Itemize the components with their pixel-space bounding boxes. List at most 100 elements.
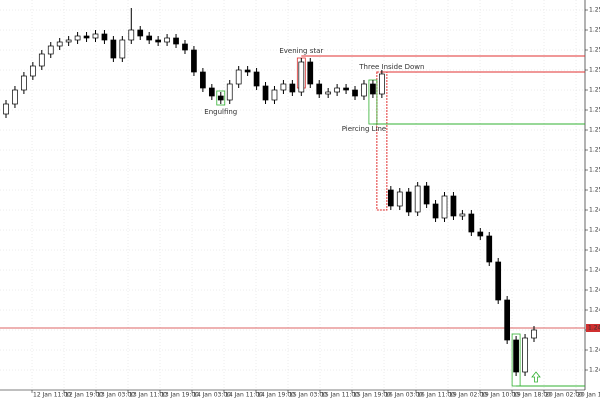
- candle-body: [235, 69, 242, 85]
- candle-body: [21, 75, 27, 91]
- candle-body: [477, 231, 484, 237]
- candle-body: [101, 33, 108, 41]
- y-tick-label: 1.2525: [589, 147, 600, 154]
- y-tick-label: 1.2445: [589, 307, 600, 314]
- candle-body: [370, 83, 376, 95]
- y-tick-label: 1.2545: [589, 107, 600, 114]
- pattern-box: [216, 90, 226, 106]
- candle-body: [379, 73, 385, 95]
- candle-body: [12, 89, 18, 105]
- y-tick-label: 1.2535: [589, 127, 600, 134]
- candle-body: [56, 41, 63, 47]
- x-tick-label: 13 Jan 19:00: [161, 392, 199, 399]
- candle-body: [325, 91, 332, 95]
- x-tick-label: 12 Jan 11:00: [33, 392, 71, 399]
- x-tick-label: 16 Jan 11:00: [417, 392, 455, 399]
- candle-body: [522, 337, 528, 373]
- x-tick-label: 14 Jan 19:00: [257, 392, 295, 399]
- y-tick-label: 1.2595: [589, 7, 600, 14]
- x-tick-label: 20 Jan 10:00: [577, 392, 600, 399]
- y-tick-label: 1.2515: [589, 167, 600, 174]
- candle-body: [343, 87, 349, 91]
- candle-body: [253, 71, 260, 87]
- pattern-label: Three Inside Down: [358, 63, 424, 71]
- candle-body: [531, 329, 537, 339]
- candle-body: [414, 185, 421, 213]
- candle-body: [396, 191, 403, 207]
- candle-body: [423, 185, 430, 205]
- candle-body: [74, 35, 81, 41]
- candle-body: [441, 195, 448, 219]
- candle-body: [92, 33, 99, 39]
- x-tick-label: 19 Jan 18:00: [513, 392, 551, 399]
- candle-body: [280, 83, 287, 91]
- y-tick-label: 1.2415: [589, 367, 600, 374]
- candle-body: [450, 195, 457, 217]
- x-tick-label: 19 Jan 10:00: [481, 392, 519, 399]
- candle-body: [405, 191, 412, 213]
- x-tick-label: 14 Jan 03:00: [193, 392, 231, 399]
- candle-body: [200, 71, 206, 89]
- x-tick-label: 12 Jan 19:00: [65, 392, 103, 399]
- candle-body: [217, 95, 224, 101]
- candle-body: [387, 189, 394, 207]
- y-tick-label: 1.2505: [589, 187, 600, 194]
- candle-body: [361, 83, 367, 97]
- y-tick-label: 1.2565: [589, 67, 600, 74]
- y-tick-label: 1.2455: [589, 287, 600, 294]
- pattern-label: Evening star: [279, 47, 323, 55]
- y-tick-label: 1.2475: [589, 247, 600, 254]
- pattern-label: Engulfing: [204, 108, 237, 116]
- y-tick-label: 1.2495: [589, 207, 600, 214]
- y-tick-label: 1.2575: [589, 47, 600, 54]
- candle-body: [495, 261, 502, 301]
- candle-body: [208, 87, 215, 97]
- y-tick-label: 1.2425: [589, 347, 600, 354]
- price-tag: [586, 324, 600, 332]
- x-tick-label: 15 Jan 19:00: [353, 392, 391, 399]
- candle-body: [119, 39, 126, 59]
- up-arrow: [531, 371, 541, 383]
- candle-body: [173, 37, 179, 45]
- candle-body: [128, 29, 135, 41]
- candle-body: [3, 103, 9, 115]
- candle-body: [155, 39, 161, 43]
- y-tick-label: 1.2485: [589, 227, 600, 234]
- candle-body: [29, 65, 36, 77]
- x-tick-label: 14 Jan 11:00: [225, 392, 263, 399]
- candle-body: [137, 29, 144, 37]
- candle-body: [307, 61, 314, 85]
- candle-body: [191, 49, 197, 73]
- x-tick-label: 15 Jan 03:00: [289, 392, 327, 399]
- candle-body: [47, 45, 54, 55]
- y-tick-label: 1.2555: [589, 87, 600, 94]
- x-tick-label: 13 Jan 11:00: [129, 392, 167, 399]
- y-tick-label: 1.2585: [589, 27, 600, 34]
- candle-body: [334, 87, 340, 93]
- pattern-label: Piercing Line: [342, 125, 387, 133]
- candle-body: [182, 43, 188, 51]
- candle-body: [513, 339, 519, 373]
- candle-body: [83, 35, 90, 39]
- candle-body: [352, 89, 358, 97]
- candle-body: [110, 39, 117, 59]
- candle-body: [271, 89, 278, 101]
- candle-body: [226, 83, 233, 101]
- x-tick-label: 20 Jan 02:00: [545, 392, 583, 399]
- x-tick-label: 19 Jan 02:00: [449, 392, 487, 399]
- candle-body: [289, 83, 296, 93]
- candle-body: [146, 35, 153, 41]
- y-tick-label: 1.2465: [589, 267, 600, 274]
- candle-body: [432, 203, 439, 219]
- candle-body: [504, 299, 511, 341]
- candle-body: [244, 69, 251, 73]
- candle-body: [65, 39, 72, 43]
- candle-body: [164, 37, 170, 43]
- candle-body: [459, 213, 466, 217]
- candle-body: [316, 83, 323, 95]
- candle-body: [468, 213, 475, 233]
- candle-body: [38, 53, 45, 67]
- candle-body: [262, 85, 269, 101]
- x-tick-label: 16 Jan 03:00: [385, 392, 423, 399]
